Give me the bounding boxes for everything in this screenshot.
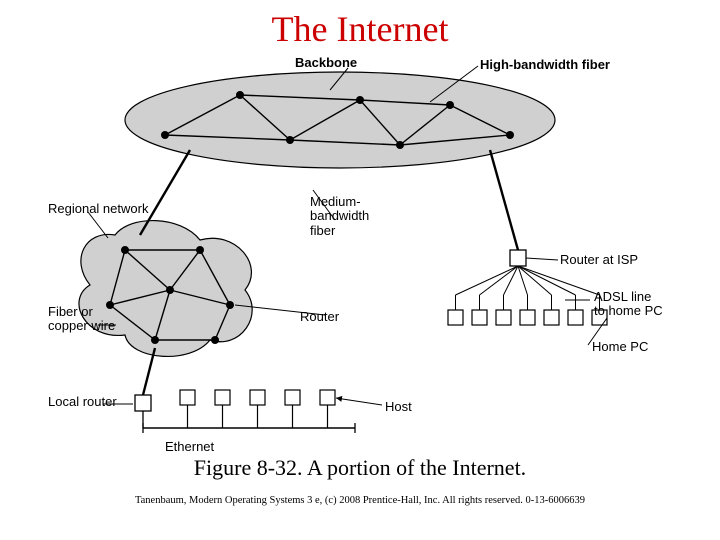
label-fiber-copper: Fiber or copper wire	[48, 305, 115, 334]
label-ethernet: Ethernet	[165, 440, 214, 454]
label-router: Router	[300, 310, 339, 324]
label-medium-bandwidth: Medium- bandwidth fiber	[310, 195, 369, 238]
label-router-isp: Router at ISP	[560, 253, 638, 267]
label-host: Host	[385, 400, 412, 414]
label-high-bandwidth: High-bandwidth fiber	[480, 58, 610, 72]
label-regional: Regional network	[48, 202, 148, 216]
copyright-footer: Tanenbaum, Modern Operating Systems 3 e,…	[0, 495, 720, 506]
figure-caption: Figure 8-32. A portion of the Internet.	[0, 455, 720, 481]
label-home-pc: Home PC	[592, 340, 648, 354]
label-backbone: Backbone	[295, 56, 357, 70]
network-diagram	[30, 50, 690, 440]
page-title: The Internet	[0, 8, 720, 50]
label-adsl: ADSL line to home PC	[594, 290, 663, 319]
label-local-router: Local router	[48, 395, 117, 409]
